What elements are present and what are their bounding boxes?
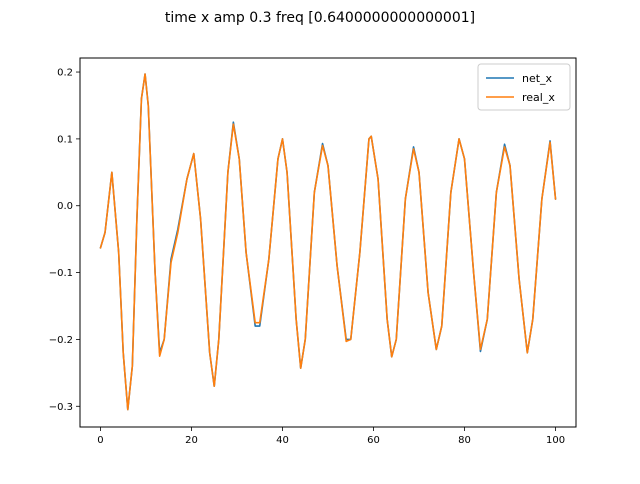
x-tick-label: 20 <box>185 435 198 446</box>
series-line-real_x <box>99 73 557 411</box>
x-tick-label: 0 <box>97 435 103 446</box>
legend-label-net_x: net_x <box>522 72 553 85</box>
y-tick-label: −0.2 <box>49 335 73 346</box>
legend-box <box>477 63 571 111</box>
x-tick-label: 80 <box>458 435 471 446</box>
chart-title: time x amp 0.3 freq [0.6400000000000001] <box>165 10 475 26</box>
y-tick-label: 0.2 <box>57 68 73 79</box>
legend: net_x real_x <box>477 63 571 111</box>
legend-label-real_x: real_x <box>522 91 555 104</box>
y-axis: −0.3 −0.2 −0.1 0.0 0.1 0.2 <box>49 68 80 413</box>
y-tick-label: 0.1 <box>57 134 73 145</box>
y-tick-label: 0.0 <box>57 201 73 212</box>
y-tick-label: −0.3 <box>49 402 73 413</box>
x-tick-label: 100 <box>546 435 565 446</box>
x-tick-label: 60 <box>367 435 380 446</box>
plot-lines <box>99 73 557 411</box>
plot-frame <box>79 57 577 428</box>
x-tick-label: 40 <box>276 435 289 446</box>
y-tick-label: −0.1 <box>49 268 73 279</box>
x-axis: 0 20 40 60 80 100 <box>97 427 565 446</box>
